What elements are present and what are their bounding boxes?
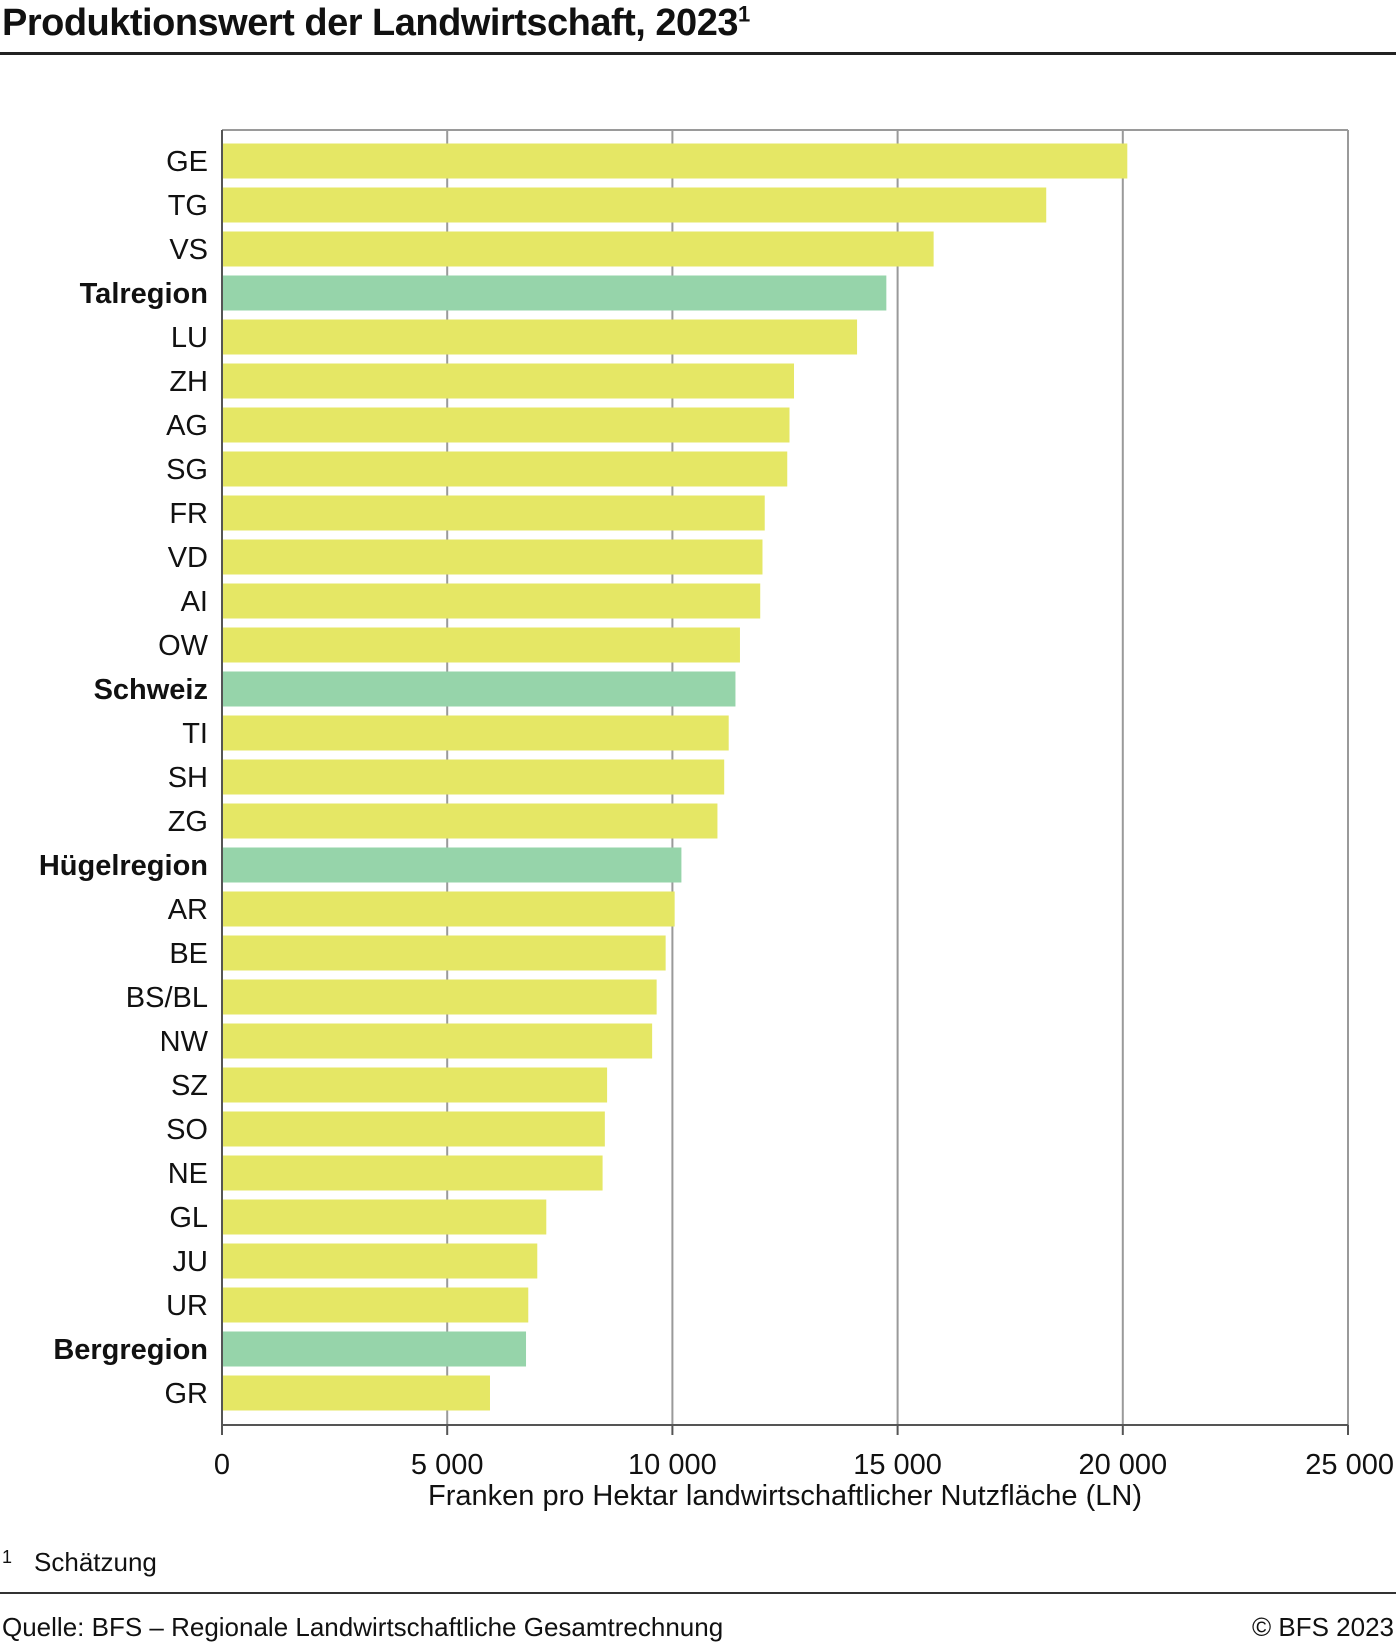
category-label: SZ — [171, 1070, 208, 1102]
category-label: Schweiz — [94, 674, 208, 706]
category-label: BS/BL — [126, 982, 208, 1014]
category-label: VS — [169, 234, 208, 266]
bar — [222, 1287, 529, 1323]
category-label: SG — [166, 454, 208, 486]
bar — [222, 231, 934, 267]
bar — [222, 363, 795, 399]
category-label: SO — [166, 1114, 208, 1146]
bar — [222, 275, 887, 311]
bar — [222, 539, 763, 575]
bar — [222, 1331, 527, 1367]
footer-divider — [0, 1592, 1396, 1594]
category-label: GR — [165, 1378, 209, 1410]
category-label: AR — [168, 894, 208, 926]
footnote: 1 Schätzung — [2, 1547, 157, 1578]
title-divider — [0, 52, 1396, 55]
x-tick-label: 5 000 — [411, 1449, 484, 1481]
category-label: JU — [173, 1246, 208, 1278]
bar — [222, 583, 761, 619]
category-label: TI — [182, 718, 208, 750]
category-label: BE — [169, 938, 208, 970]
category-label: TG — [168, 190, 208, 222]
bar — [222, 627, 740, 663]
category-label: ZH — [169, 366, 208, 398]
bar — [222, 671, 736, 707]
bar — [222, 407, 790, 443]
category-label: GL — [169, 1202, 208, 1234]
x-tick-label: 10 000 — [628, 1449, 717, 1481]
bar — [222, 803, 718, 839]
category-label: UR — [166, 1290, 208, 1322]
bar — [222, 451, 788, 487]
bar — [222, 1199, 547, 1235]
x-axis-title: Franken pro Hektar landwirtschaftlicher … — [428, 1480, 1142, 1512]
category-label: LU — [171, 322, 208, 354]
category-label: VD — [168, 542, 208, 574]
source-note: Quelle: BFS – Regionale Landwirtschaftli… — [2, 1612, 724, 1642]
bar — [222, 891, 675, 927]
bar — [222, 847, 682, 883]
bar — [222, 935, 666, 971]
category-label: ZG — [168, 806, 208, 838]
bar-chart: GE TG VS Talregion LU ZH AG SG FR VD AI OW Schweiz TI… — [39, 129, 1394, 1512]
bar — [222, 979, 657, 1015]
category-label: GE — [166, 146, 208, 178]
bar — [222, 1067, 608, 1103]
bar — [222, 319, 858, 355]
category-label: AI — [181, 586, 208, 618]
bar — [222, 715, 729, 751]
bar — [222, 1243, 538, 1279]
bar — [222, 1111, 605, 1147]
category-label: AG — [166, 410, 208, 442]
copyright: © BFS 2023 — [1251, 1612, 1394, 1642]
title-footnote-mark: 1 — [737, 1, 750, 27]
category-label: Bergregion — [53, 1334, 208, 1366]
x-tick-label: 25 000 — [1305, 1449, 1394, 1481]
bar — [222, 187, 1047, 223]
x-tick-label: 15 000 — [853, 1449, 942, 1481]
bar — [222, 759, 725, 795]
bar — [222, 1023, 653, 1059]
chart-title: Produktionswert der Landwirtschaft, 2023… — [2, 1, 750, 44]
x-tick-label: 0 — [214, 1449, 230, 1481]
category-label: Talregion — [80, 278, 208, 310]
category-label: NE — [168, 1158, 208, 1190]
footnote-text: Schätzung — [34, 1547, 157, 1577]
bar — [222, 143, 1128, 179]
category-label: Hügelregion — [39, 850, 208, 882]
category-label: NW — [160, 1026, 209, 1058]
x-tick-label: 20 000 — [1078, 1449, 1167, 1481]
bar — [222, 495, 765, 531]
bar — [222, 1375, 490, 1411]
category-label: SH — [168, 762, 208, 794]
category-label: OW — [158, 630, 209, 662]
category-label: FR — [169, 498, 208, 530]
footnote-mark: 1 — [2, 1547, 13, 1567]
bar — [222, 1155, 603, 1191]
